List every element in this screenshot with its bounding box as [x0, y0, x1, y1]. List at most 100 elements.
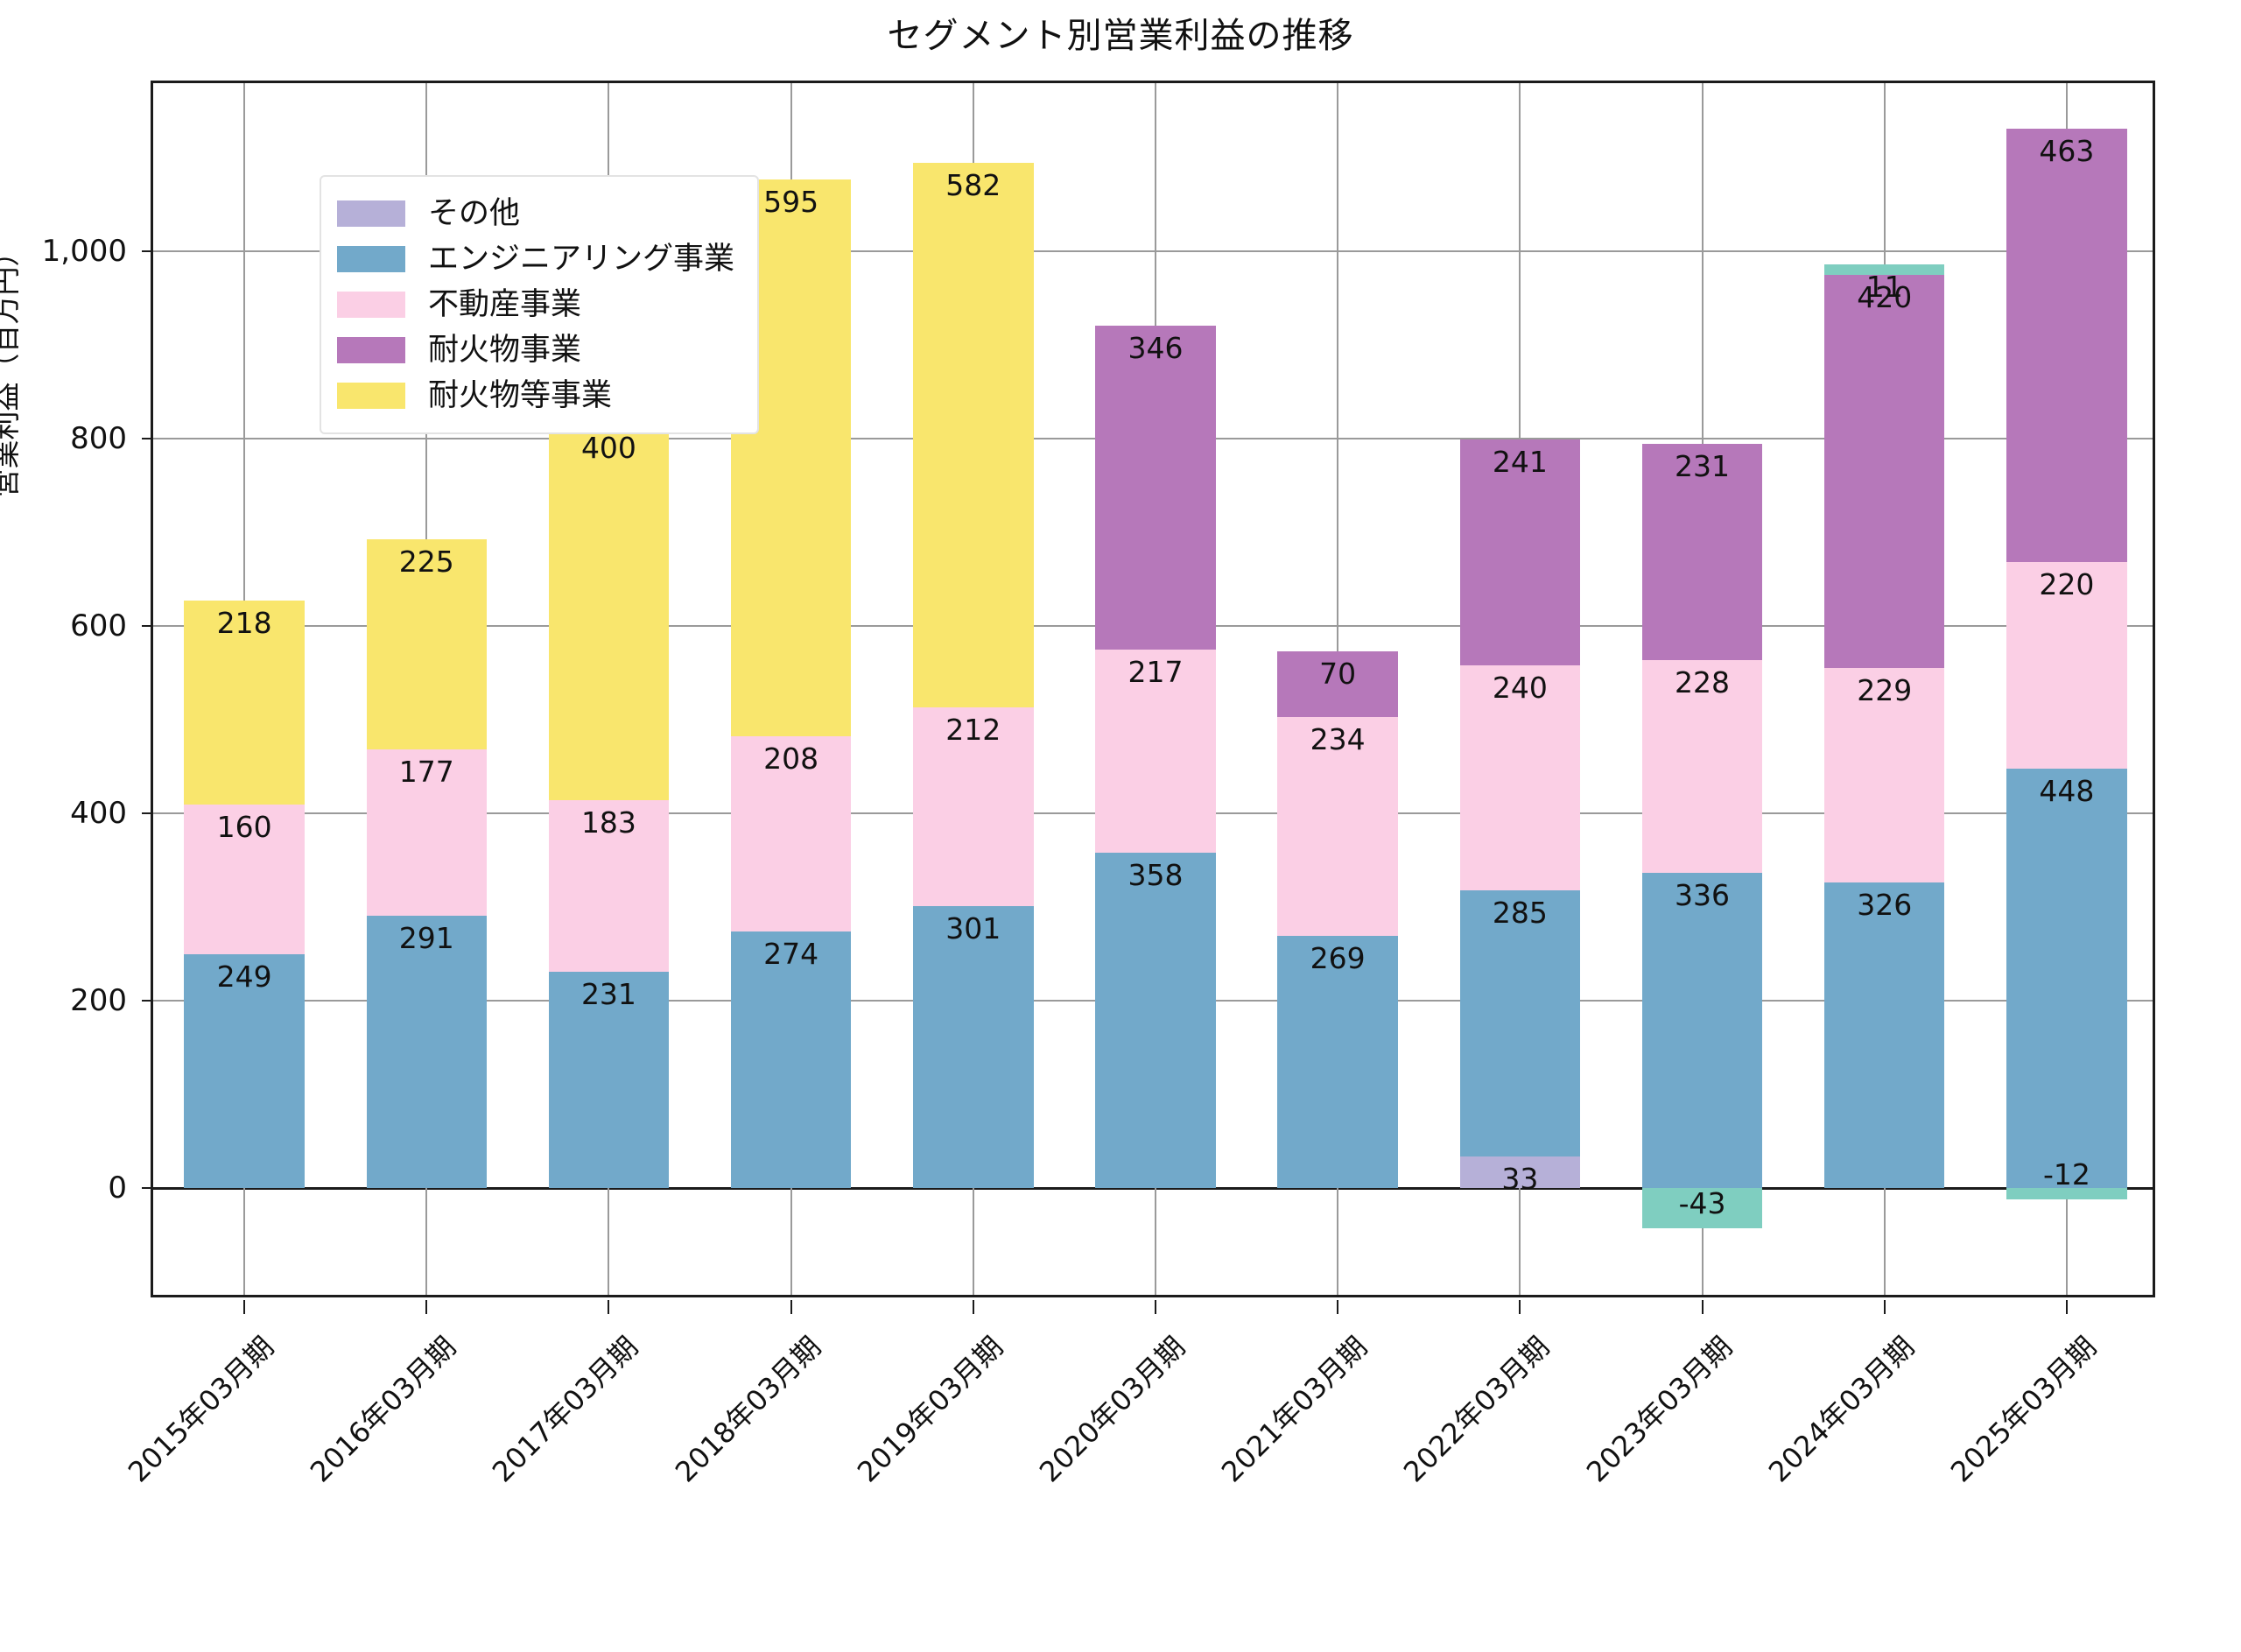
bar-segment[interactable] — [1459, 665, 1581, 890]
bar-segment[interactable] — [184, 601, 305, 805]
bar-segment[interactable] — [1824, 668, 1945, 883]
x-tick-label: 2022年03月期 — [1397, 1330, 1556, 1489]
x-tick-mark — [2065, 1300, 2068, 1314]
bar-segment[interactable] — [366, 538, 487, 750]
legend-item[interactable]: 耐火物等事業 — [337, 373, 734, 418]
x-tick-mark — [1883, 1300, 1886, 1314]
legend-label: 耐火物等事業 — [428, 377, 613, 413]
y-tick-label: 800 — [70, 421, 127, 457]
bar-segment[interactable] — [548, 971, 670, 1188]
x-tick-mark — [608, 1300, 610, 1314]
bar-segment[interactable] — [1824, 264, 1945, 276]
y-tick-mark — [142, 250, 153, 253]
y-tick-mark — [142, 625, 153, 628]
bar-segment[interactable] — [184, 805, 305, 955]
bar-segment[interactable] — [1641, 443, 1763, 660]
legend-item[interactable]: 耐火物事業 — [337, 327, 734, 373]
bar-segment[interactable] — [548, 425, 670, 801]
x-tick-label: 2016年03月期 — [304, 1330, 463, 1489]
y-tick-mark — [142, 812, 153, 814]
bar-segment[interactable] — [1824, 882, 1945, 1188]
y-tick-mark — [142, 1186, 153, 1189]
bar-segment[interactable] — [913, 162, 1034, 708]
bar-segment[interactable] — [1641, 659, 1763, 874]
x-tick-label: 2018年03月期 — [668, 1330, 827, 1489]
bar-segment[interactable] — [1095, 649, 1216, 853]
bar-segment[interactable] — [1459, 439, 1581, 666]
x-tick-label: 2023年03月期 — [1579, 1330, 1739, 1489]
x-tick-mark — [1337, 1300, 1339, 1314]
bar-segment[interactable] — [2006, 1187, 2127, 1199]
bar-segment[interactable] — [1277, 651, 1398, 717]
bar-group[interactable]: 301 212 582 — [913, 83, 1034, 1295]
bar-segment[interactable] — [913, 707, 1034, 906]
x-tick-mark — [1519, 1300, 1521, 1314]
y-tick-label: 200 — [70, 982, 127, 1018]
gridline-horizontal — [153, 250, 2153, 253]
x-tick-mark — [790, 1300, 792, 1314]
bar-group[interactable]: 326 229 420 11 — [1824, 83, 1945, 1295]
bar-segment[interactable] — [1095, 852, 1216, 1188]
bar-segment[interactable] — [730, 931, 852, 1188]
legend-swatch-icon — [337, 292, 405, 318]
x-tick-label: 2015年03月期 — [122, 1330, 281, 1489]
bar-segment[interactable] — [913, 905, 1034, 1188]
bar-group[interactable]: 269 234 70 — [1277, 83, 1398, 1295]
bar-group[interactable]: 249 160 218 — [184, 83, 305, 1295]
bar-segment[interactable] — [2006, 768, 2127, 1188]
chart-legend: その他エンジニアリング事業 不動産事業耐火物事業耐火物等事業 — [320, 175, 760, 434]
bar-segment[interactable] — [1459, 889, 1581, 1157]
x-tick-mark — [425, 1300, 428, 1314]
legend-swatch-icon — [337, 383, 405, 409]
x-tick-label: 2019年03月期 — [850, 1330, 1009, 1489]
bar-segment[interactable] — [730, 736, 852, 931]
chart-title: セグメント別営業利益の推移 — [887, 16, 1354, 56]
legend-item[interactable]: エンジニアリング事業 — [337, 236, 734, 282]
plot-area: 249 160 218 291 177 225 231 183 400 274 208 595 301 2… — [42, 81, 2155, 1488]
bar-group[interactable]: 448 220 463 -12 — [2006, 83, 2127, 1295]
bar-group[interactable]: 358 217 346 — [1095, 83, 1216, 1295]
bar-segment[interactable] — [2006, 562, 2127, 769]
bar-segment[interactable] — [1824, 275, 1945, 669]
gridline-horizontal — [153, 1186, 2153, 1190]
legend-label: 不動産事業 — [428, 286, 582, 322]
bar-segment[interactable] — [1641, 873, 1763, 1188]
bar-segment[interactable] — [1277, 936, 1398, 1188]
bar-group[interactable]: 231 183 400 — [548, 83, 670, 1295]
x-tick-label: 2025年03月期 — [1943, 1330, 2104, 1489]
x-tick-label: 2021年03月期 — [1215, 1330, 1374, 1489]
y-tick-mark — [142, 438, 153, 440]
bar-segment[interactable] — [1277, 716, 1398, 937]
y-tick-label: 0 — [108, 1170, 127, 1206]
x-tick-label: 2017年03月期 — [486, 1330, 645, 1489]
bar-segment[interactable] — [1641, 1187, 1763, 1228]
bar-segment[interactable] — [184, 954, 305, 1188]
bar-segment[interactable] — [1095, 325, 1216, 650]
legend-swatch-icon — [337, 246, 405, 272]
bar-segment[interactable] — [548, 800, 670, 972]
y-axis-title: 営業利益（百万円） — [0, 237, 23, 498]
x-tick-mark — [243, 1300, 246, 1314]
y-tick-mark — [142, 999, 153, 1002]
x-tick-mark — [1155, 1300, 1156, 1314]
y-tick-label: 400 — [70, 796, 127, 831]
bar-group[interactable]: 274 208 595 — [730, 83, 852, 1295]
x-tick-mark — [1701, 1300, 1704, 1314]
bar-group[interactable]: 336 228 231 -43 — [1641, 83, 1763, 1295]
x-tick-label: 2024年03月期 — [1761, 1330, 1921, 1489]
legend-label: エンジニアリング事業 — [428, 241, 735, 277]
bar-segment[interactable] — [1459, 1156, 1581, 1188]
bar-segment[interactable] — [366, 749, 487, 916]
legend-item[interactable]: 不動産事業 — [337, 282, 734, 327]
chart-figure: セグメント別営業利益の推移 249 160 218 291 177 225 231 183 40… — [0, 16, 2155, 1488]
legend-swatch-icon — [337, 337, 405, 363]
bar-group[interactable]: 33 285 240 241 — [1459, 83, 1581, 1295]
y-tick-label: 600 — [70, 608, 127, 644]
legend-label: 耐火物事業 — [428, 332, 582, 368]
x-tick-mark — [972, 1300, 974, 1314]
bar-segment[interactable] — [2006, 129, 2127, 563]
legend-item[interactable]: その他 — [337, 191, 734, 236]
bar-segment[interactable] — [366, 915, 487, 1188]
legend-label: その他 — [428, 195, 521, 231]
x-tick-label: 2020年03月期 — [1032, 1330, 1192, 1489]
